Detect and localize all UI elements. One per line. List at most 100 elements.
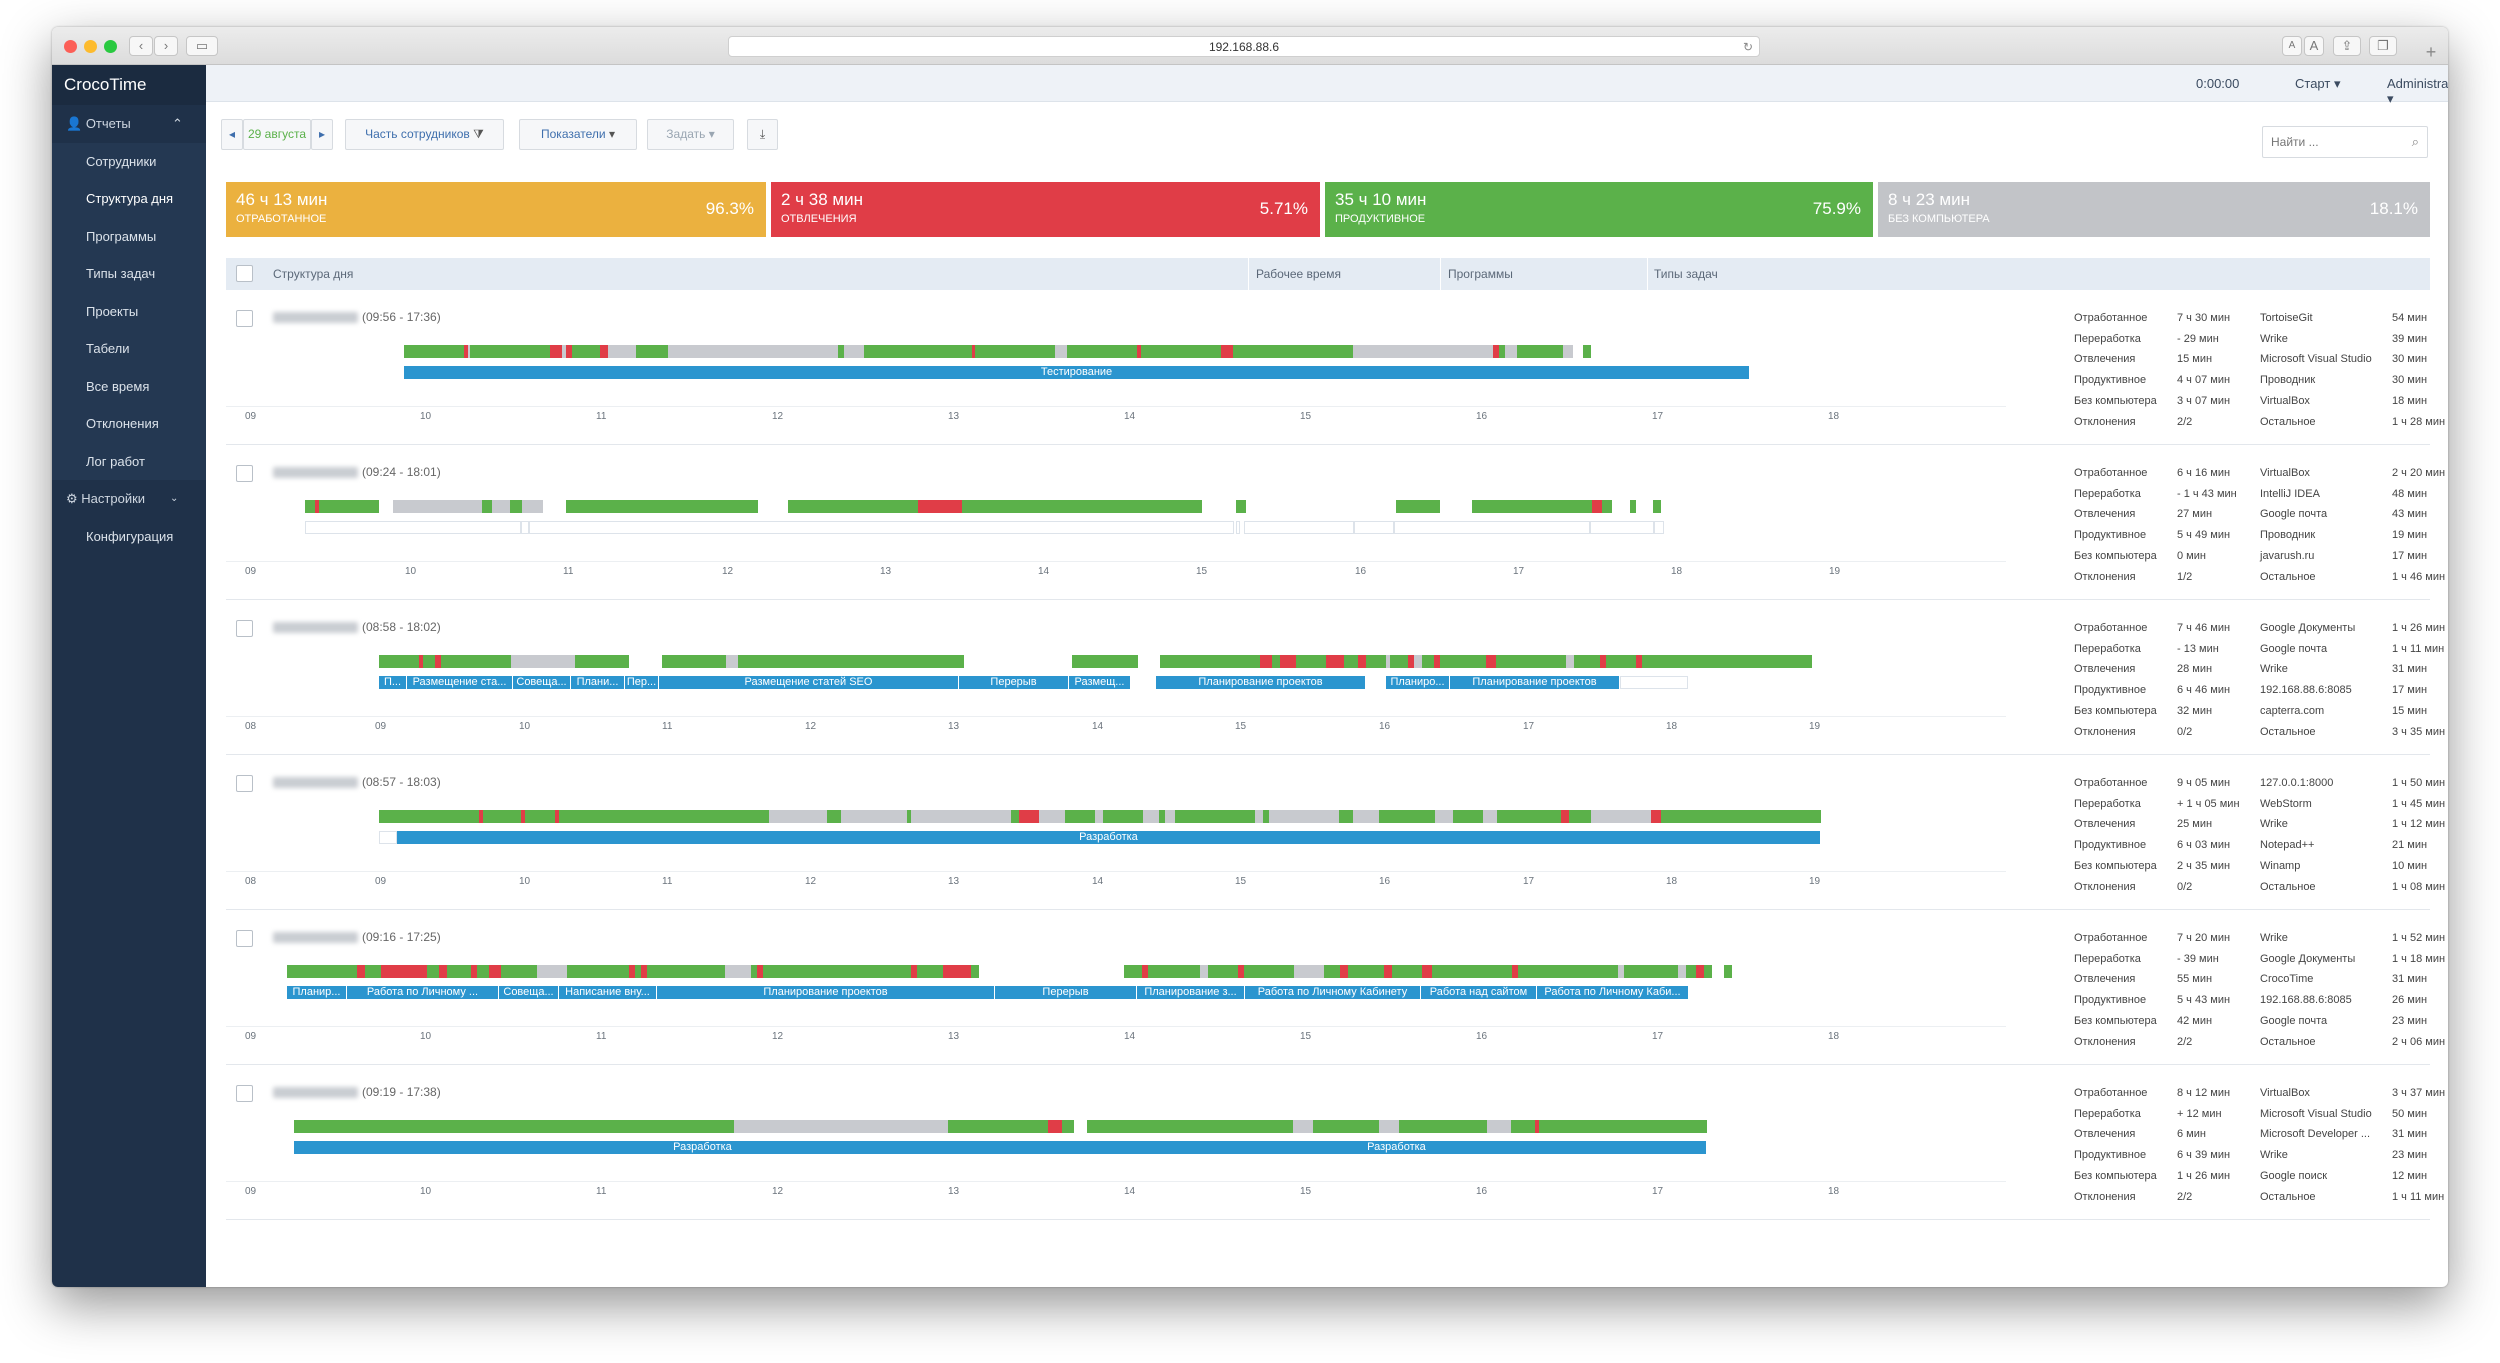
activity-segment[interactable]	[1602, 500, 1612, 513]
row-checkbox[interactable]	[236, 620, 253, 637]
activity-segment[interactable]	[763, 965, 911, 978]
activity-segment[interactable]	[1280, 655, 1296, 668]
activity-segment[interactable]	[365, 965, 381, 978]
task-segment[interactable]: Планирование проектов	[1450, 676, 1620, 689]
sidebar-item-projects[interactable]: Проекты	[52, 292, 206, 330]
activity-segment[interactable]	[1143, 810, 1159, 823]
activity-segment[interactable]	[1379, 1120, 1399, 1133]
task-segment[interactable]: П...	[379, 676, 407, 689]
task-segment[interactable]: Разработка	[294, 1141, 1112, 1154]
activity-segment[interactable]	[1636, 655, 1642, 668]
activity-segment[interactable]	[1141, 345, 1221, 358]
task-segment[interactable]: Перерыв	[959, 676, 1069, 689]
task-segment[interactable]: Размещение статей SEO	[659, 676, 959, 689]
activity-segment[interactable]	[1160, 655, 1260, 668]
activity-segment[interactable]	[1390, 655, 1408, 668]
activity-segment[interactable]	[1103, 810, 1143, 823]
activity-segment[interactable]	[572, 345, 600, 358]
activity-segment[interactable]	[1618, 965, 1624, 978]
column-structure[interactable]: Структура дня	[273, 267, 354, 281]
activity-segment[interactable]	[1294, 965, 1324, 978]
activity-segment[interactable]	[559, 810, 769, 823]
activity-segment[interactable]	[1386, 655, 1390, 668]
activity-segment[interactable]	[1233, 345, 1353, 358]
activity-segment[interactable]	[600, 345, 608, 358]
activity-segment[interactable]	[725, 965, 751, 978]
activity-segment[interactable]	[788, 500, 918, 513]
activity-segment[interactable]	[1340, 965, 1348, 978]
column-worktime[interactable]: Рабочее время	[1256, 267, 1341, 281]
activity-segment[interactable]	[381, 965, 427, 978]
employee-name[interactable]: (09:24 - 18:01)	[273, 465, 441, 479]
activity-segment[interactable]	[1496, 655, 1566, 668]
activity-segment[interactable]	[907, 810, 911, 823]
activity-segment[interactable]	[1263, 810, 1269, 823]
activity-segment[interactable]	[1472, 500, 1592, 513]
sidebar-item-work-log[interactable]: Лог работ	[52, 442, 206, 480]
activity-segment[interactable]	[1326, 655, 1344, 668]
activity-segment[interactable]	[841, 810, 907, 823]
row-checkbox[interactable]	[236, 1085, 253, 1102]
activity-segment[interactable]	[1087, 1120, 1293, 1133]
activity-segment[interactable]	[404, 345, 464, 358]
task-segment[interactable]: Плани...	[571, 676, 625, 689]
search-input[interactable]	[2263, 127, 2393, 156]
activity-segment[interactable]	[608, 345, 636, 358]
activity-segment[interactable]	[751, 965, 757, 978]
activity-segment[interactable]	[1624, 965, 1678, 978]
task-segment[interactable]: Совеща...	[499, 986, 559, 999]
activity-segment[interactable]	[521, 810, 525, 823]
activity-segment[interactable]	[975, 345, 1055, 358]
activity-segment[interactable]	[1272, 655, 1280, 668]
activity-segment[interactable]	[1095, 810, 1103, 823]
activity-segment[interactable]	[1566, 655, 1574, 668]
activity-segment[interactable]	[734, 1120, 948, 1133]
activity-segment[interactable]	[1505, 345, 1517, 358]
activity-segment[interactable]	[393, 500, 543, 513]
activity-segment[interactable]	[555, 810, 559, 823]
activity-segment[interactable]	[501, 965, 537, 978]
activity-segment[interactable]	[864, 345, 972, 358]
employee-name[interactable]: (09:56 - 17:36)	[273, 310, 441, 324]
activity-segment[interactable]	[1255, 810, 1263, 823]
activity-segment[interactable]	[636, 345, 668, 358]
activity-segment[interactable]	[470, 345, 550, 358]
activity-segment[interactable]	[641, 965, 647, 978]
activity-segment[interactable]	[1175, 810, 1255, 823]
activity-segment[interactable]	[1293, 1120, 1313, 1133]
activity-segment[interactable]	[769, 810, 827, 823]
indicators-dropdown[interactable]: Показатели ▾	[519, 119, 637, 150]
activity-segment[interactable]	[1724, 965, 1732, 978]
activity-segment[interactable]	[1569, 810, 1591, 823]
task-segment[interactable]: Разработка	[397, 831, 1821, 844]
activity-segment[interactable]	[1518, 965, 1618, 978]
activity-segment[interactable]	[972, 500, 1202, 513]
activity-segment[interactable]	[1296, 655, 1326, 668]
activity-segment[interactable]	[1651, 810, 1661, 823]
activity-segment[interactable]	[1313, 1120, 1379, 1133]
activity-segment[interactable]	[972, 345, 975, 358]
activity-segment[interactable]	[287, 965, 357, 978]
activity-segment[interactable]	[838, 345, 844, 358]
activity-segment[interactable]	[468, 345, 470, 358]
activity-segment[interactable]	[1432, 965, 1512, 978]
activity-segment[interactable]	[1353, 345, 1493, 358]
activity-segment[interactable]	[1159, 810, 1165, 823]
activity-segment[interactable]	[1583, 345, 1591, 358]
activity-segment[interactable]	[1574, 655, 1600, 668]
activity-segment[interactable]	[441, 655, 511, 668]
activity-segment[interactable]	[1067, 345, 1137, 358]
text-larger-button[interactable]: A	[2304, 36, 2324, 56]
activity-segment[interactable]	[489, 965, 501, 978]
activity-segment[interactable]	[1379, 810, 1435, 823]
activity-segment[interactable]	[943, 965, 971, 978]
sidebar-item-task-types[interactable]: Типы задач	[52, 255, 206, 293]
activity-segment[interactable]	[1408, 655, 1414, 668]
activity-segment[interactable]	[1019, 810, 1029, 823]
activity-segment[interactable]	[1269, 810, 1339, 823]
column-tasks[interactable]: Типы задач	[1654, 267, 1718, 281]
employee-name[interactable]: (08:58 - 18:02)	[273, 620, 441, 634]
close-window-icon[interactable]	[64, 40, 77, 53]
activity-segment[interactable]	[294, 1120, 734, 1133]
select-all-checkbox[interactable]	[236, 265, 253, 282]
